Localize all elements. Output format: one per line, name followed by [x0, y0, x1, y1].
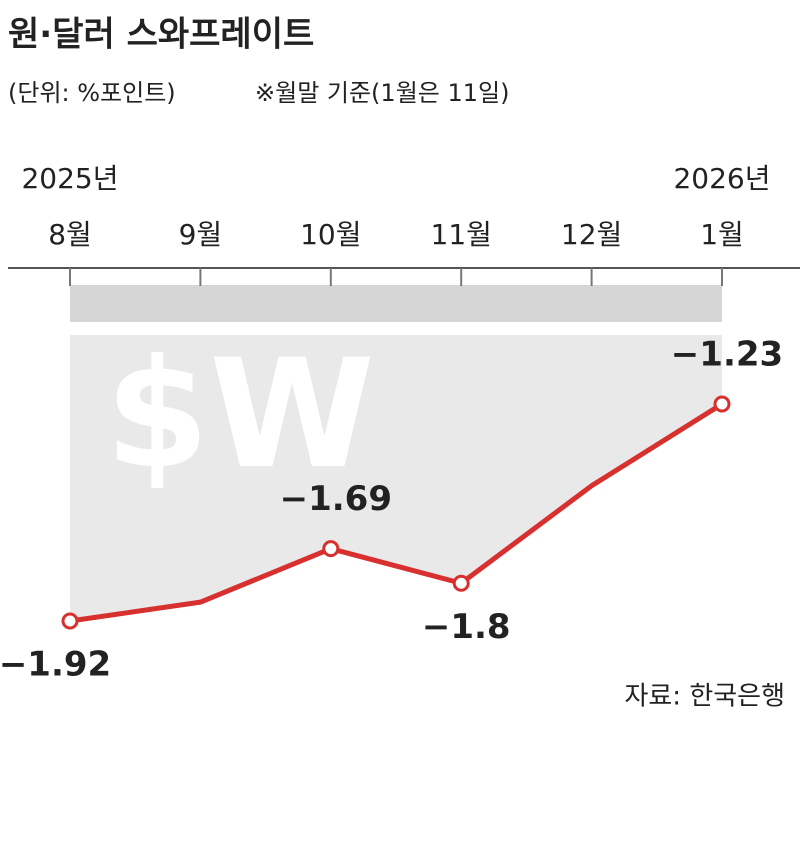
source: 자료: 한국은행	[624, 682, 785, 712]
year-label: 2025년	[21, 162, 118, 195]
shaded-area	[70, 335, 722, 621]
marker	[61, 612, 79, 630]
x-tick-label: 8월	[48, 218, 92, 251]
subtitle: (단위: %포인트)	[8, 79, 176, 107]
x-tick-label: 9월	[179, 218, 223, 251]
x-tick-label: 12월	[561, 218, 622, 251]
x-tick-label: 11월	[431, 218, 492, 251]
value-label: −1.23	[671, 335, 783, 375]
marker	[452, 574, 470, 592]
x-tick-label: 10월	[300, 218, 361, 251]
value-label: −1.8	[422, 607, 511, 647]
line	[69, 401, 724, 624]
note: ※월말 기준(1월은 11일)	[255, 79, 509, 107]
value-label: −1.92	[0, 645, 111, 685]
chart-title: 원·달러 스와프레이트	[8, 15, 314, 55]
value-label: −1.69	[280, 479, 392, 519]
year-label: 2026년	[673, 162, 770, 195]
marker	[713, 395, 731, 413]
header-band	[70, 285, 722, 322]
logo: $W	[105, 328, 375, 502]
x-tick-label: 1월	[700, 218, 744, 251]
marker	[322, 540, 340, 558]
